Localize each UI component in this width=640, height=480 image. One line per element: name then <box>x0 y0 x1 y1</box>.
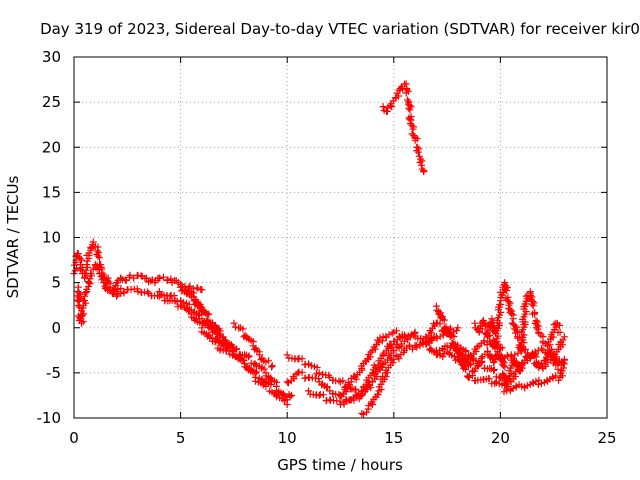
series-trace-decline-d <box>177 283 244 360</box>
series-markers <box>471 279 564 354</box>
series-trace-evening-scatter <box>432 344 562 393</box>
tick-layer: 0 5 10 15 20 25 -10 -5 0 5 10 15 20 25 30 <box>37 48 617 447</box>
y-tick-label: -5 <box>46 364 61 382</box>
y-tick-label: 5 <box>51 274 61 292</box>
x-tick-label: 10 <box>278 429 297 447</box>
y-tick-label: 0 <box>51 319 61 337</box>
series-trace-decline-e <box>230 319 276 371</box>
x-tick-label: 5 <box>176 429 186 447</box>
y-tick-label: 25 <box>42 93 61 111</box>
series-markers <box>177 283 244 360</box>
x-tick-label: 20 <box>491 429 510 447</box>
x-axis-label: GPS time / hours <box>277 456 403 474</box>
series-markers <box>432 302 568 396</box>
series-markers <box>337 327 408 400</box>
y-tick-label: -10 <box>37 409 62 427</box>
series-trace-evening-spikes <box>471 279 564 354</box>
x-tick-label: 15 <box>384 429 403 447</box>
y-tick-label: 10 <box>42 229 61 247</box>
series-markers <box>432 344 562 393</box>
series-trace-isolated <box>432 302 568 396</box>
chart-title: Day 319 of 2023, Sidereal Day-to-day VTE… <box>40 20 640 38</box>
series-markers <box>230 319 276 371</box>
x-tick-label: 25 <box>597 429 616 447</box>
y-tick-label: 15 <box>42 183 61 201</box>
y-tick-label: 30 <box>42 48 61 66</box>
y-axis-label: SDTVAR / TECUs <box>4 175 22 298</box>
series-markers <box>379 80 428 176</box>
series-trace-recovery <box>337 327 408 400</box>
y-tick-label: 20 <box>42 138 61 156</box>
series-trace-high-arc <box>379 80 428 176</box>
data-layer <box>70 80 568 418</box>
x-tick-label: 0 <box>69 429 79 447</box>
